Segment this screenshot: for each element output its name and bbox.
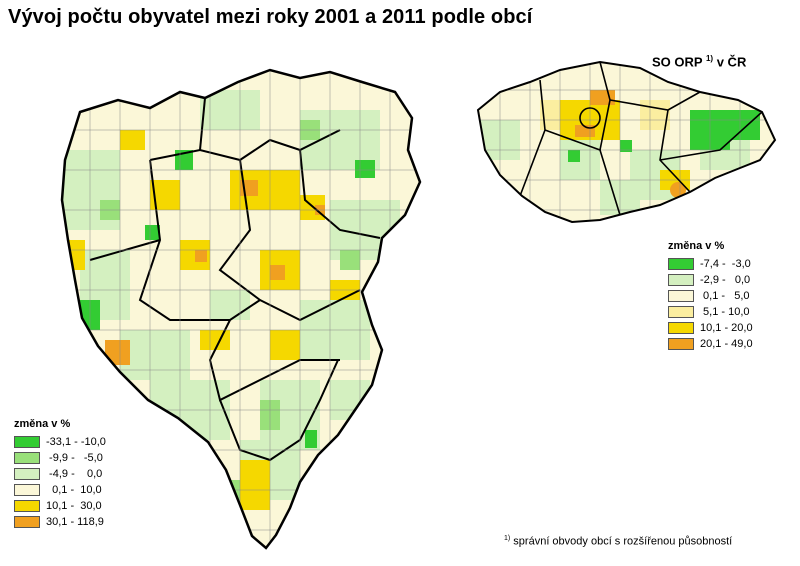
legend-main-item: 30,1 - 118,9 [14, 514, 106, 530]
legend-inset-item: -2,9 - 0,0 [668, 272, 753, 288]
legend-main-label: 10,1 - 30,0 [46, 500, 102, 512]
legend-inset-swatch [668, 322, 694, 334]
czech-outline [476, 60, 777, 224]
footnote-sup: 1) [504, 535, 511, 542]
inset-title-tail: v ČR [716, 54, 747, 70]
legend-inset-label: -7,4 - -3,0 [700, 258, 751, 270]
legend-main-item: 10,1 - 30,0 [14, 498, 106, 514]
legend-main-label: -33,1 - -10,0 [46, 436, 106, 448]
footnote-text: správní obvody obcí s rozšířenou působno… [513, 535, 733, 548]
legend-inset-label: 5,1 - 10,0 [700, 306, 750, 318]
legend-inset-item: 0,1 - 5,0 [668, 288, 753, 304]
legend-main-label: 30,1 - 118,9 [46, 516, 104, 528]
legend-inset-item: 10,1 - 20,0 [668, 320, 753, 336]
legend-inset-heading: změna v % [668, 240, 725, 252]
legend-main-swatch [14, 484, 40, 496]
legend-inset-label: 0,1 - 5,0 [700, 290, 750, 302]
legend-inset-item: 5,1 - 10,0 [668, 304, 753, 320]
legend-inset-swatch [668, 338, 694, 350]
plzen-region-map [62, 70, 420, 548]
legend-main: změna v % -33,1 - -10,0 -9,9 - -5,0 -4,9… [14, 418, 106, 530]
legend-inset-item: 20,1 - 49,0 [668, 336, 753, 352]
legend-main-swatch [14, 500, 40, 512]
legend-inset-label: -2,9 - 0,0 [700, 274, 751, 286]
legend-inset-label: 10,1 - 20,0 [700, 322, 753, 334]
legend-inset-item: -7,4 - -3,0 [668, 256, 753, 272]
inset-title-sup: 1) [705, 54, 714, 63]
legend-main-swatch [14, 468, 40, 480]
legend-main-heading: změna v % [14, 418, 71, 430]
legend-inset-swatch [668, 290, 694, 302]
legend-main-item: -4,9 - 0,0 [14, 466, 106, 482]
legend-inset: změna v % -7,4 - -3,0 -2,9 - 0,0 0,1 - 5,… [668, 240, 753, 352]
footnote: 1) správní obvody obcí s rozšířenou půso… [504, 535, 732, 548]
legend-inset-swatch [668, 306, 694, 318]
legend-main-swatch [14, 452, 40, 464]
legend-inset-swatch [668, 258, 694, 270]
legend-main-item: -33,1 - -10,0 [14, 434, 106, 450]
legend-main-swatch [14, 436, 40, 448]
legend-main-label: -4,9 - 0,0 [46, 468, 103, 480]
legend-inset-swatch [668, 274, 694, 286]
legend-inset-label: 20,1 - 49,0 [700, 338, 753, 350]
czech-republic-inset-map [478, 62, 775, 222]
legend-main-swatch [14, 516, 40, 528]
region-outline [60, 68, 422, 550]
legend-main-item: -9,9 - -5,0 [14, 450, 106, 466]
legend-main-item: 0,1 - 10,0 [14, 482, 106, 498]
inset-title: SO ORP 1) v ČR [652, 54, 746, 69]
inset-title-main: SO ORP [652, 54, 703, 70]
legend-main-label: -9,9 - -5,0 [46, 452, 103, 464]
legend-main-label: 0,1 - 10,0 [46, 484, 102, 496]
map-title: Vývoj počtu obyvatel mezi roky 2001 a 20… [8, 6, 533, 28]
